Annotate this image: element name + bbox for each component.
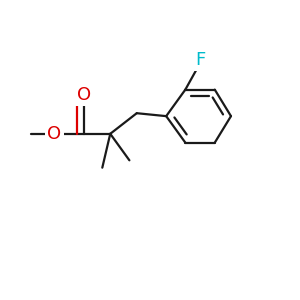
Text: F: F bbox=[195, 51, 205, 69]
Text: O: O bbox=[77, 86, 91, 104]
Text: O: O bbox=[47, 125, 62, 143]
